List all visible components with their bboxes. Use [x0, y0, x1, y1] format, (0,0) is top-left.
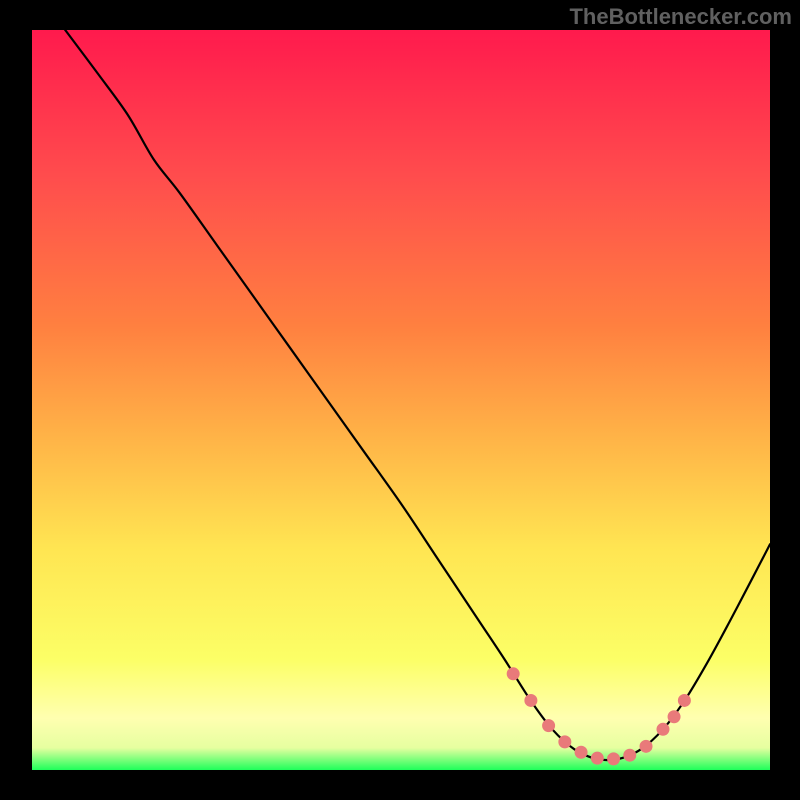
highlight-marker	[678, 694, 690, 706]
highlight-marker	[624, 749, 636, 761]
highlight-marker	[543, 720, 555, 732]
highlight-marker	[591, 752, 603, 764]
highlight-marker	[525, 694, 537, 706]
highlight-marker	[657, 723, 669, 735]
highlight-marker	[608, 753, 620, 765]
highlight-marker	[575, 746, 587, 758]
watermark-text: TheBottlenecker.com	[569, 4, 792, 30]
highlight-marker	[507, 668, 519, 680]
bottleneck-chart	[0, 0, 800, 800]
highlight-marker	[668, 711, 680, 723]
highlight-marker	[640, 740, 652, 752]
chart-container: TheBottlenecker.com	[0, 0, 800, 800]
highlight-marker	[559, 736, 571, 748]
